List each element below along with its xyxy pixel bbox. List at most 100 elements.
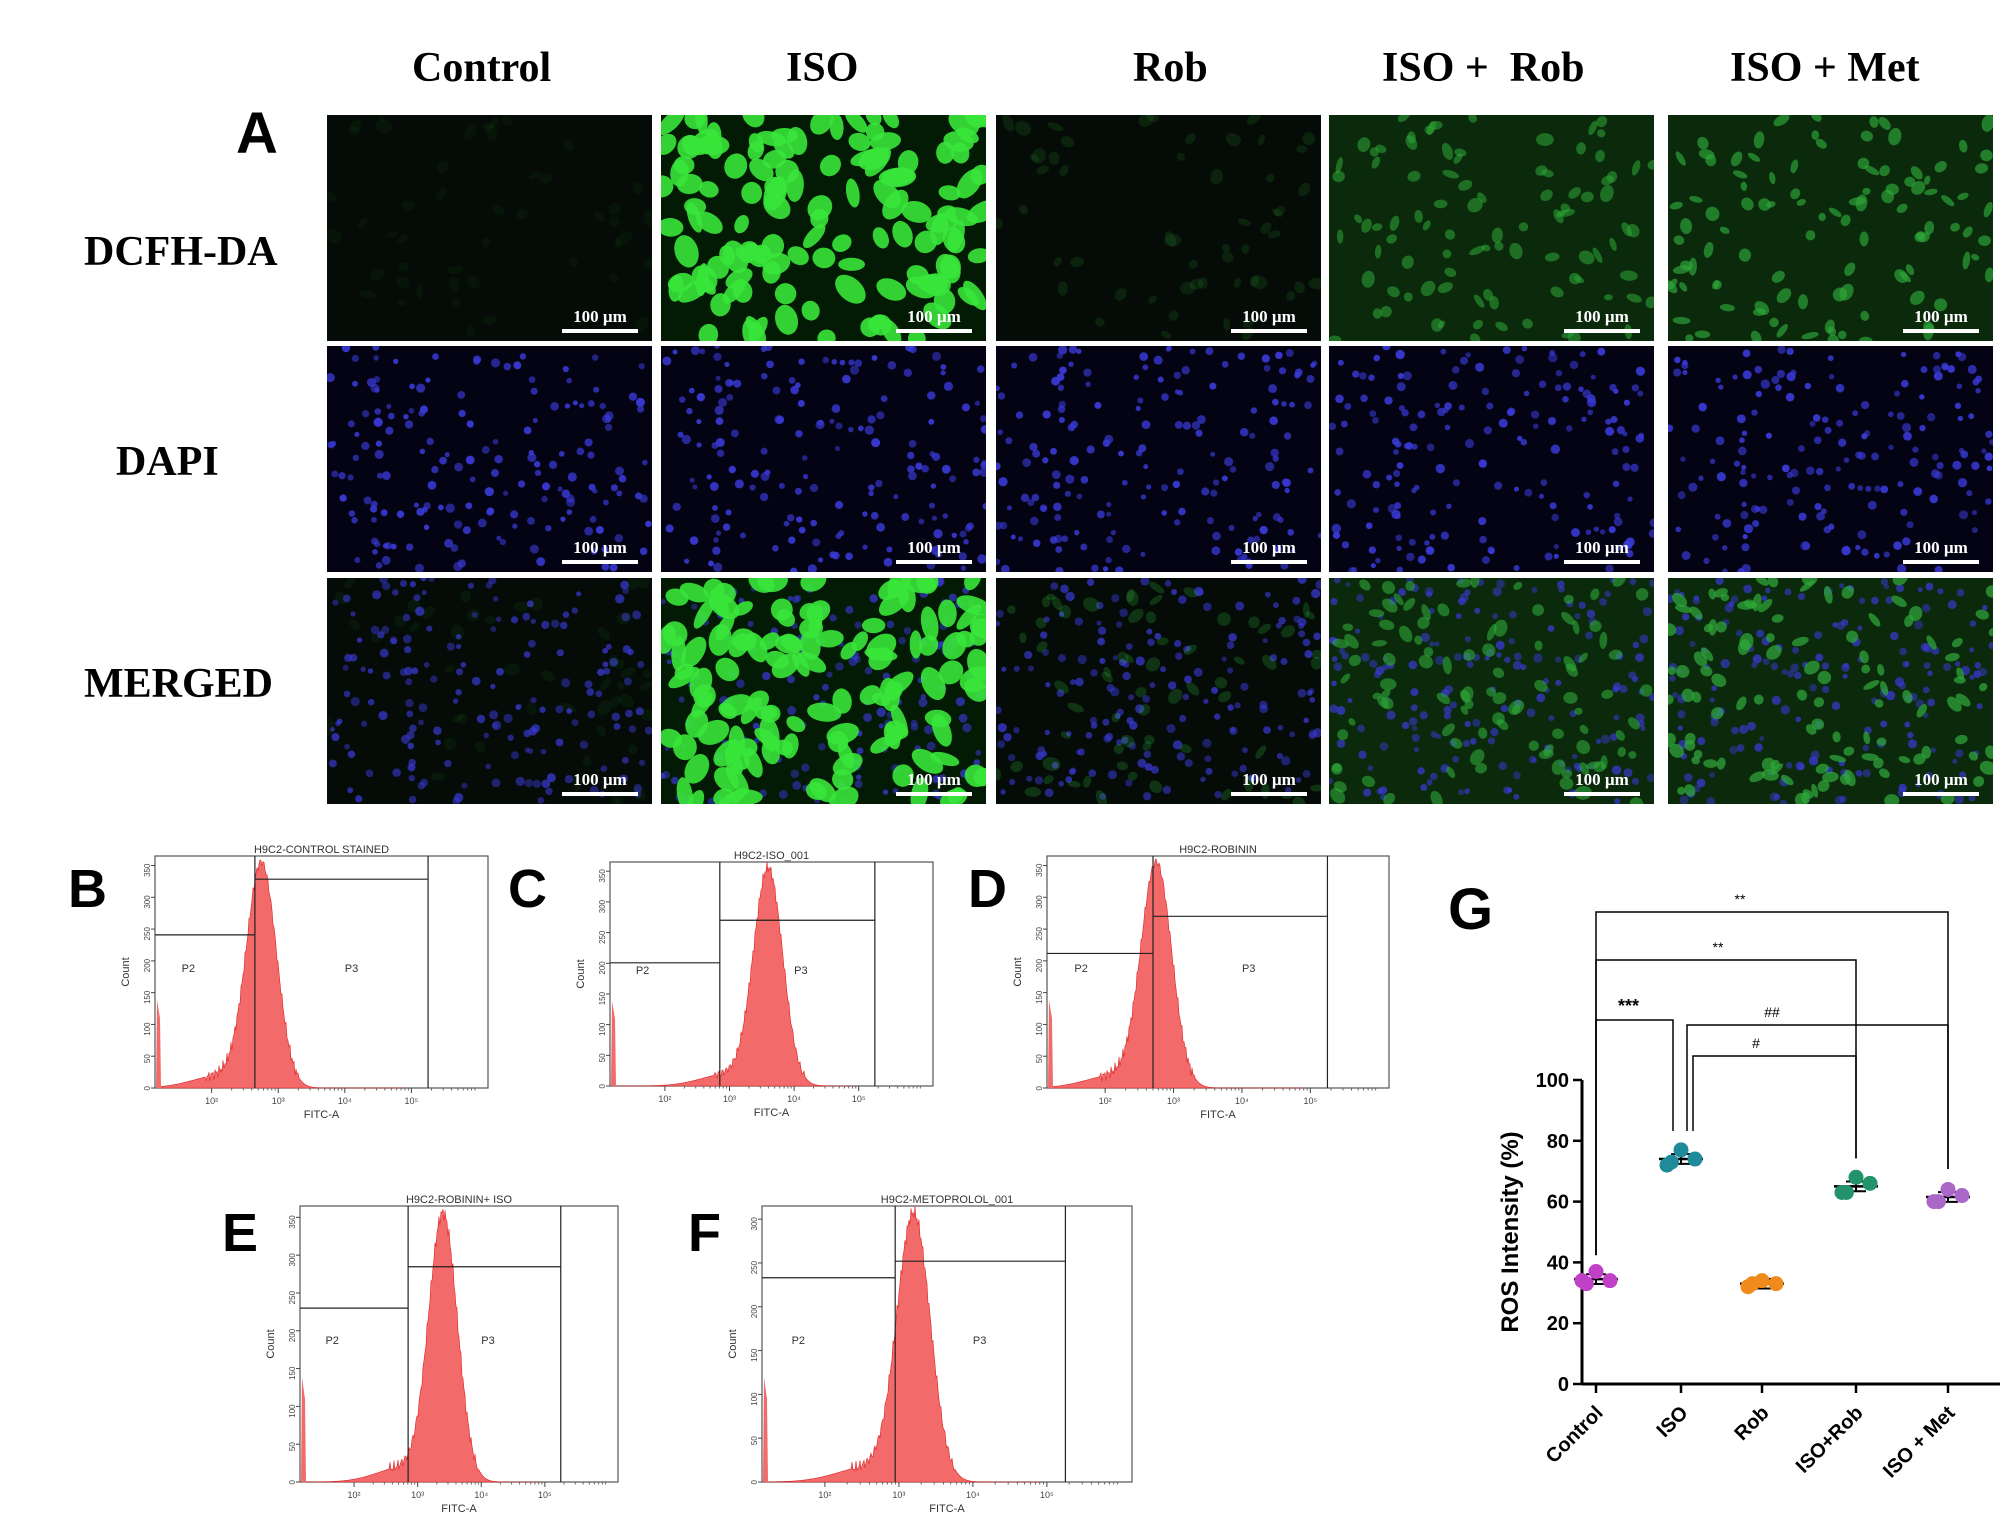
flow-histogram-f: H9C2-METOPROLOL_001 P2 P3 0 50 100 150 200 250 30…: [727, 1194, 1133, 1515]
scale-bar-line: [896, 329, 972, 333]
data-point: [1862, 1175, 1878, 1191]
y-tick-label: 50: [598, 1053, 607, 1062]
gate-label-p3: P3: [1242, 963, 1255, 975]
row-header-dcfh-da: DCFH-DA: [84, 229, 278, 275]
x-tick-label: 10³: [892, 1490, 905, 1500]
y-axis-label: Count: [727, 1329, 739, 1358]
data-point: [1954, 1188, 1970, 1204]
x-axis-label: FITC-A: [441, 1503, 477, 1515]
significance-label: **: [1735, 891, 1746, 907]
scale-bar-label: 100 µm: [573, 307, 627, 326]
micrograph-dapi-rob: 100 µm: [996, 346, 1321, 572]
scale-bar-label: 100 µm: [1914, 307, 1968, 326]
y-tick-label: 300: [598, 899, 607, 913]
y-tick-label: 300: [1035, 895, 1044, 909]
scale-bar: 100 µm: [1903, 538, 1979, 564]
y-tick-label: 350: [143, 863, 152, 877]
scale-bar-line: [1564, 560, 1640, 564]
y-tick-label: 150: [288, 1366, 297, 1380]
y-tick-label: 40: [1547, 1252, 1569, 1274]
y-tick-label: 350: [598, 869, 607, 883]
x-tick-label: Control: [1542, 1402, 1608, 1468]
data-point: [1940, 1181, 1956, 1197]
x-tick-label: 10⁴: [1235, 1096, 1249, 1106]
scale-bar-line: [1231, 792, 1307, 796]
y-tick-label: 100: [288, 1404, 297, 1418]
data-point: [1744, 1276, 1760, 1292]
y-axis-label: Count: [265, 1329, 277, 1358]
y-tick-label: 50: [288, 1442, 297, 1451]
micrograph-dapi-control: 100 µm: [327, 346, 652, 572]
scale-bar-line: [1564, 792, 1640, 796]
significance-bracket: [1692, 1055, 1857, 1159]
micrograph-dcfh-rob: 100 µm: [996, 115, 1321, 341]
micrograph-dapi-iso-rob: 100 µm: [1329, 346, 1654, 572]
x-tick-label: 10³: [723, 1094, 736, 1104]
data-point: [1838, 1184, 1854, 1200]
data-point: [1663, 1154, 1679, 1170]
micrograph-merged-iso-met: 100 µm: [1668, 578, 1993, 804]
scale-bar: 100 µm: [1564, 307, 1640, 333]
y-tick-label: 20: [1547, 1313, 1569, 1335]
gate-label-p2: P2: [182, 963, 195, 975]
data-point: [1930, 1194, 1946, 1210]
data-point: [1687, 1151, 1703, 1167]
scale-bar: 100 µm: [896, 770, 972, 796]
y-tick-label: 0: [288, 1479, 297, 1484]
panel-label-e: E: [222, 1203, 259, 1263]
scale-bar: 100 µm: [1231, 307, 1307, 333]
flow-title: H9C2-METOPROLOL_001: [881, 1194, 1013, 1206]
y-axis-label: Count: [575, 959, 587, 988]
scale-bar: 100 µm: [1564, 538, 1640, 564]
flow-title: H9C2-CONTROL STAINED: [254, 844, 389, 856]
y-tick-label: 100: [1536, 1070, 1569, 1092]
data-point: [1578, 1276, 1594, 1292]
x-tick-label: 10²: [658, 1094, 671, 1104]
scale-bar-label: 100 µm: [1914, 538, 1968, 557]
x-tick-label: 10⁵: [1303, 1096, 1317, 1106]
y-tick-label: 100: [598, 1022, 607, 1036]
significance-bracket: [1595, 1019, 1674, 1256]
scale-bar-label: 100 µm: [1242, 538, 1296, 557]
y-tick-label: 300: [288, 1253, 297, 1267]
y-tick-label: 150: [598, 991, 607, 1005]
micrograph-merged-iso-rob: 100 µm: [1329, 578, 1654, 804]
x-tick-label: 10⁴: [474, 1490, 488, 1500]
y-tick-label: 100: [750, 1392, 759, 1406]
gate-label-p3: P3: [481, 1335, 494, 1347]
scale-bar: 100 µm: [896, 307, 972, 333]
significance-bracket: [1595, 911, 1949, 1256]
y-tick-label: 250: [750, 1260, 759, 1274]
y-axis-label: Count: [1012, 957, 1024, 986]
gate-label-p2: P2: [792, 1335, 805, 1347]
data-point: [1588, 1264, 1604, 1280]
flow-histogram-c: H9C2-ISO_001 P2 P3 0 50 100 150 200 250 300 350 Cou…: [575, 850, 934, 1119]
x-tick-label: 10²: [1099, 1096, 1112, 1106]
x-tick-label: 10⁴: [338, 1096, 352, 1106]
x-tick-label: 10³: [1167, 1096, 1180, 1106]
x-tick-label: 10²: [205, 1096, 218, 1106]
x-axis-label: FITC-A: [929, 1503, 965, 1515]
x-tick-label: ISO+Rob: [1792, 1402, 1868, 1478]
y-tick-label: 60: [1547, 1192, 1569, 1214]
scale-bar: 100 µm: [1564, 770, 1640, 796]
gate-label-p3: P3: [345, 963, 358, 975]
panel-label-f: F: [688, 1203, 721, 1263]
scale-bar: 100 µm: [1903, 307, 1979, 333]
column-header-control: Control: [412, 45, 552, 91]
scale-bar: 100 µm: [1231, 770, 1307, 796]
y-tick-label: 200: [288, 1328, 297, 1342]
x-tick-label: 10⁵: [1040, 1490, 1054, 1500]
gate-label-p2: P2: [636, 965, 649, 977]
row-header-dapi: DAPI: [116, 439, 219, 485]
x-tick-label: 10⁴: [966, 1490, 980, 1500]
scale-bar: 100 µm: [896, 538, 972, 564]
y-tick-label: 200: [1035, 958, 1044, 972]
y-tick-label: 80: [1547, 1131, 1569, 1153]
y-tick-label: 200: [143, 958, 152, 972]
x-axis-label: FITC-A: [1200, 1109, 1236, 1121]
y-tick-label: 350: [1035, 863, 1044, 877]
y-tick-label: 0: [1035, 1085, 1044, 1090]
gate-label-p3: P3: [794, 965, 807, 977]
